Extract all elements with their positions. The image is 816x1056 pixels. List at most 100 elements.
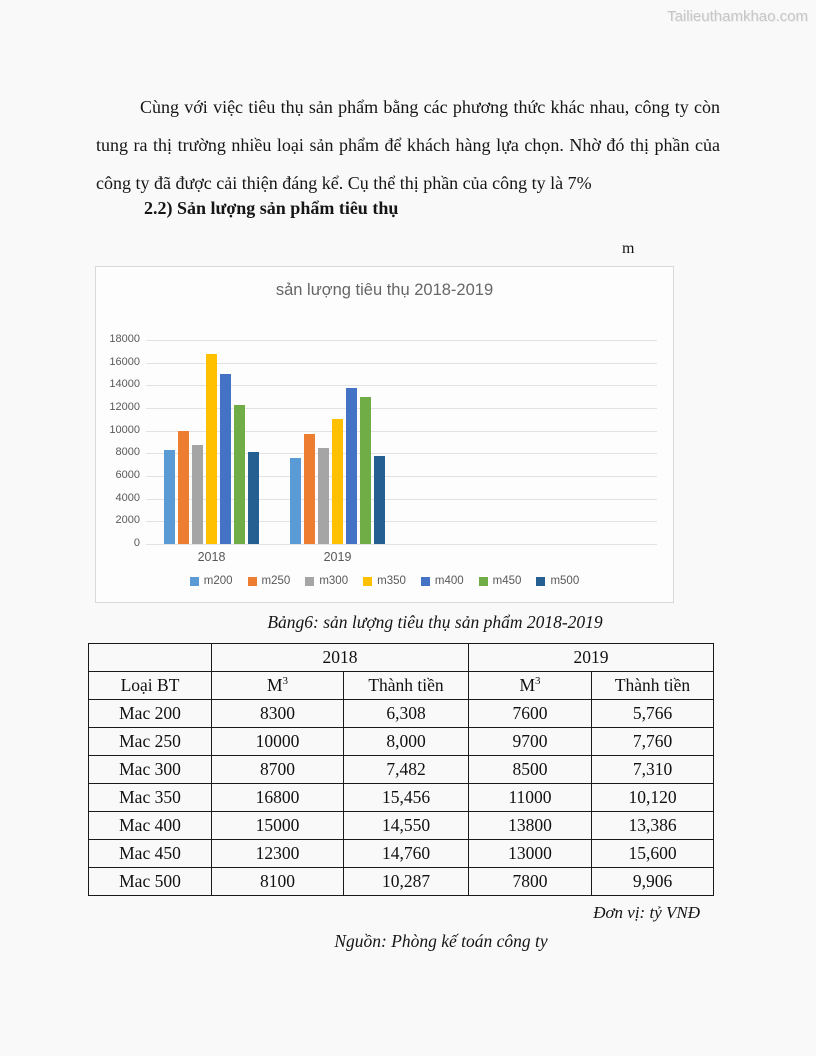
table-cell: 8500: [468, 755, 592, 784]
legend-item-m350: m350: [363, 575, 406, 587]
chart-plot-area: 0 2000 4000 6000 8000 10000 12000 14000 16000 180…: [96, 267, 673, 602]
bar-m400-2019: [346, 387, 357, 544]
table-row: Mac 400 15000 14,550 13800 13,386: [88, 811, 714, 840]
chart-legend: m200 m250 m300 m350 m400 m450 m500: [96, 575, 673, 587]
table-cell: Mac 250: [88, 727, 212, 756]
bar-m350-2019: [332, 419, 343, 544]
legend-label: m300: [319, 575, 349, 587]
table-cell: 15,600: [591, 839, 714, 868]
watermark: Tailieuthamkhao.com: [667, 8, 808, 25]
bar-m200-2018: [164, 449, 175, 544]
bar-m250-2019: [304, 434, 315, 544]
bar-m450-2018: [234, 404, 245, 544]
table-caption: Bảng6: sản lượng tiêu thụ sản phẩm 2018-…: [267, 612, 603, 632]
table-row: Mac 450 12300 14,760 13000 15,600: [88, 839, 714, 868]
table-cell: 9,906: [591, 867, 714, 896]
y-axis-tick-label: 0: [133, 537, 140, 549]
table-cell: 7800: [468, 867, 592, 896]
table-cell: 13,386: [591, 811, 714, 840]
bar-m250-2018: [178, 430, 189, 544]
gridline: [146, 521, 657, 523]
bar-m500-2019: [374, 455, 385, 544]
legend-swatch-icon: [536, 576, 546, 586]
table-column-header: Thành tiền: [343, 671, 469, 700]
legend-item-m300: m300: [305, 575, 348, 587]
chart-title: sản lượng tiêu thụ 2018-2019: [275, 281, 494, 299]
table-row: Mac 200 8300 6,308 7600 5,766: [88, 699, 714, 728]
table-row: Mac 300 8700 7,482 8500 7,310: [88, 755, 714, 784]
gridline: [146, 453, 657, 455]
table-cell: Mac 200: [88, 699, 212, 728]
table-cell: 8700: [211, 755, 344, 784]
legend-item-m250: m250: [247, 575, 291, 587]
legend-swatch-icon: [247, 576, 257, 586]
bar-m450-2019: [360, 396, 371, 544]
table-cell: Mac 500: [88, 867, 212, 896]
table-cell: 14,550: [343, 811, 469, 840]
table-column-header: M3: [211, 671, 344, 700]
table-cell: 12300: [211, 839, 344, 868]
table-subheader-row: Loại BT M3 Thành tiền M3 Thành tiền: [88, 671, 714, 700]
table-cell: 5,766: [591, 699, 714, 728]
legend-label: m450: [492, 575, 522, 587]
y-axis-tick-label: 10000: [109, 423, 140, 436]
gridline: [146, 340, 657, 341]
legend-item-m400: m400: [420, 575, 464, 587]
legend-label: m200: [203, 575, 233, 587]
x-axis-tick-label: 2018: [197, 550, 226, 564]
table-cell: Mac 450: [88, 839, 212, 868]
table-cell: 13000: [468, 839, 592, 868]
table-cell: 9700: [468, 727, 592, 756]
x-axis-tick-label: 2019: [323, 550, 352, 564]
legend-item-m500: m500: [536, 575, 579, 587]
source-note: Nguồn: Phòng kế toán công ty: [334, 931, 548, 951]
table-year-header-row: 2018 2019: [88, 643, 714, 672]
table-column-header: Loại BT: [88, 671, 212, 700]
legend-swatch-icon: [363, 576, 373, 586]
legend-swatch-icon: [420, 576, 430, 586]
table-cell: Mac 400: [88, 811, 212, 840]
bar-m300-2019: [318, 447, 329, 544]
table-cell: 8100: [211, 867, 344, 896]
section-heading: 2.2) Sản lượng sản phẩm tiêu thụ: [144, 198, 399, 218]
y-axis-tick-label: 2000: [115, 514, 140, 527]
table-column-header: M3: [468, 671, 592, 700]
y-axis-tick-label: 16000: [109, 355, 140, 368]
bar-m400-2018: [220, 374, 231, 544]
table-year-header: 2018: [211, 643, 469, 672]
legend-swatch-icon: [478, 576, 488, 586]
legend-label: m500: [550, 575, 580, 587]
bar-m350-2018: [206, 353, 217, 544]
table-row: Mac 250 10000 8,000 9700 7,760: [88, 727, 714, 756]
table-cell: 6,308: [343, 699, 469, 728]
bar-m300-2018: [192, 445, 203, 544]
legend-swatch-icon: [189, 576, 199, 586]
legend-label: m250: [261, 575, 291, 587]
table-cell: 11000: [468, 783, 592, 812]
table-cell: 7,310: [591, 755, 714, 784]
bar-chart: sản lượng tiêu thụ 2018-2019 0 2000 4000 60…: [95, 266, 674, 603]
legend-item-m450: m450: [478, 575, 522, 587]
y-axis-tick-label: 6000: [115, 469, 140, 481]
table-year-header: 2019: [468, 643, 714, 672]
table-cell: Mac 350: [88, 783, 212, 812]
table-row: Mac 350 16800 15,456 11000 10,120: [88, 783, 714, 812]
y-axis-tick-label: 8000: [115, 446, 140, 459]
legend-label: m400: [434, 575, 464, 587]
data-table: 2018 2019 Loại BT M3 Thành tiền M3 Thành tiền …: [88, 643, 714, 896]
y-axis-tick-label: 12000: [109, 401, 140, 413]
y-axis-tick-label: 14000: [109, 378, 140, 391]
gridline: [146, 362, 657, 364]
table-cell: 15000: [211, 811, 344, 840]
table-corner-cell: [88, 643, 212, 672]
table-cell: 8,000: [343, 727, 469, 756]
bar-m200-2019: [290, 457, 301, 544]
gridline: [146, 408, 657, 409]
table-cell: 10000: [211, 727, 344, 756]
table-cell: 10,120: [591, 783, 714, 812]
table-cell: 14,760: [343, 839, 469, 868]
legend-item-m200: m200: [189, 575, 233, 587]
table-row: Mac 500 8100 10,287 7800 9,906: [88, 867, 714, 896]
gridline: [146, 430, 657, 432]
